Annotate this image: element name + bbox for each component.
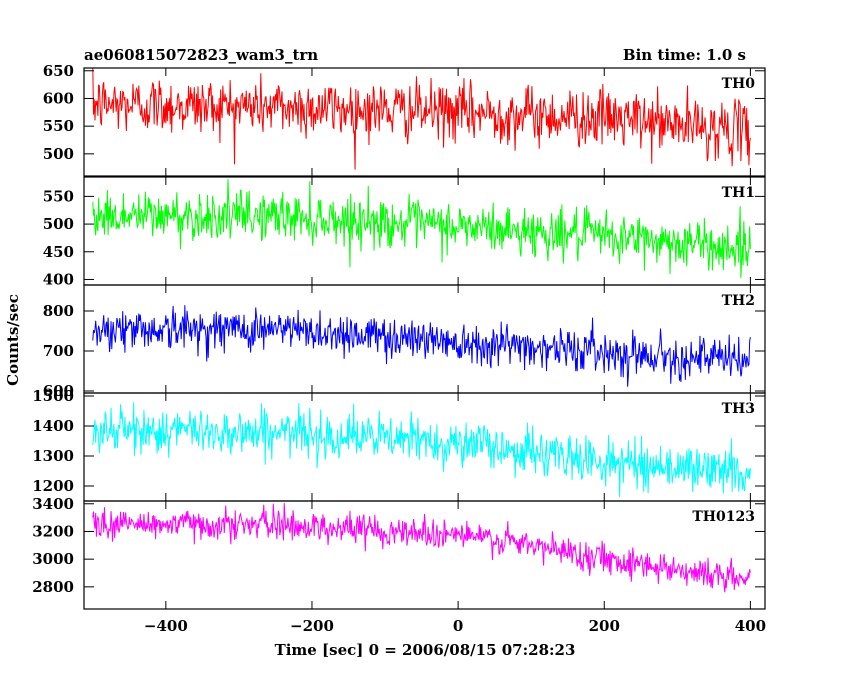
panel-frame: [83, 67, 766, 177]
panel-label: TH0: [722, 76, 756, 92]
panel-th2: 600 700 800 TH2: [43, 284, 766, 400]
panel-th1: 400 450 500 550 TH1: [43, 176, 766, 288]
y-tick-label: 500: [43, 215, 74, 233]
y-tick-label: 800: [43, 302, 74, 320]
panel-frame: [83, 500, 766, 610]
x-tick-label: −200: [290, 617, 334, 635]
y-tick-label: 500: [43, 145, 74, 163]
y-tick-label: 3000: [32, 550, 74, 568]
y-tick-label: 2800: [32, 578, 74, 596]
y-tick-label: 600: [43, 89, 74, 107]
panel-label: TH2: [722, 293, 755, 309]
y-tick-label: 1500: [32, 387, 74, 405]
series-line-th0123: [92, 503, 751, 593]
panel-label: TH0123: [692, 509, 755, 525]
y-tick-label: 400: [43, 270, 74, 288]
panel-label: TH3: [722, 401, 755, 417]
y-tick-label: 700: [43, 342, 74, 360]
x-tick-label: 200: [589, 617, 620, 635]
x-tick-label: −400: [144, 617, 188, 635]
x-tick-label: 400: [735, 617, 766, 635]
y-tick-label: 450: [43, 243, 74, 261]
panel-th0123: 2800 3000 3200 3400 TH0123: [32, 495, 766, 610]
y-axis-label: Counts/sec: [4, 294, 22, 386]
y-tick-label: 1400: [32, 417, 74, 435]
panels-group: 500 550 600 650 TH0 400 450 500 550 TH1 600 700 800 T…: [32, 62, 766, 610]
y-tick-label: 1200: [32, 477, 74, 495]
series-line-th0: [92, 68, 751, 170]
y-tick-label: 600: [43, 382, 74, 400]
series-line-th2: [92, 305, 751, 387]
panel-th3: 1200 1300 1400 1500 TH3: [32, 387, 766, 502]
chart-title: ae060815072823_wam3_trn: [84, 46, 318, 64]
series-line-th1: [92, 179, 751, 279]
panel-frame: [83, 392, 766, 502]
y-tick-label: 550: [43, 117, 74, 135]
y-tick-label: 3400: [32, 495, 74, 513]
y-tick-label: 650: [43, 62, 74, 80]
y-tick-label: 1300: [32, 447, 74, 465]
panel-label: TH1: [722, 185, 755, 201]
x-axis: −400 −200 0 200 400: [144, 617, 766, 635]
bin-time-label: Bin time: 1.0 s: [623, 46, 746, 64]
y-tick-label: 3200: [32, 522, 74, 540]
y-tick-label: 550: [43, 187, 74, 205]
x-tick-label: 0: [453, 617, 463, 635]
x-axis-label: Time [sec] 0 = 2006/08/15 07:28:23: [275, 641, 576, 659]
series-line-th3: [92, 402, 751, 498]
panel-th0: 500 550 600 650 TH0: [43, 62, 766, 177]
